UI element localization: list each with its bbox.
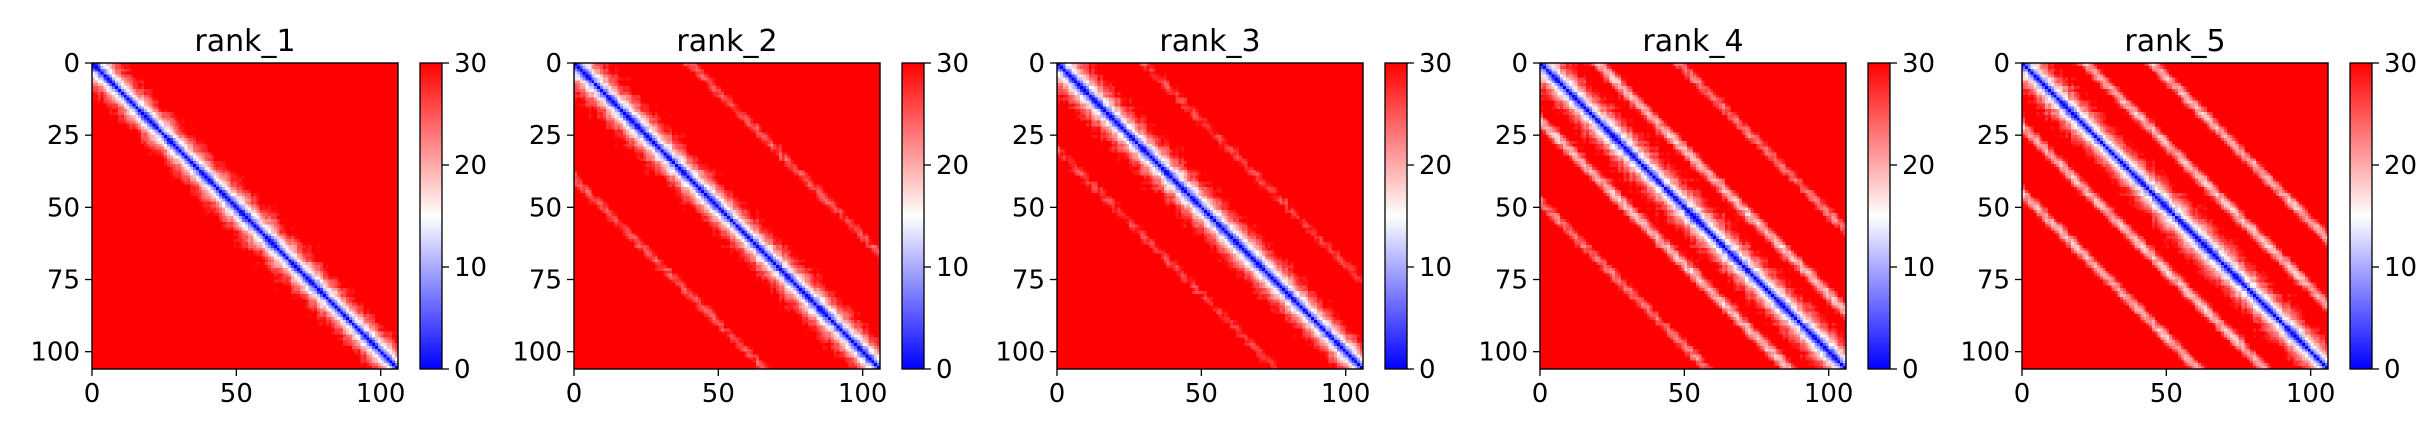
- heatmap-cells: [92, 63, 399, 370]
- panel-title: rank_1: [194, 24, 295, 59]
